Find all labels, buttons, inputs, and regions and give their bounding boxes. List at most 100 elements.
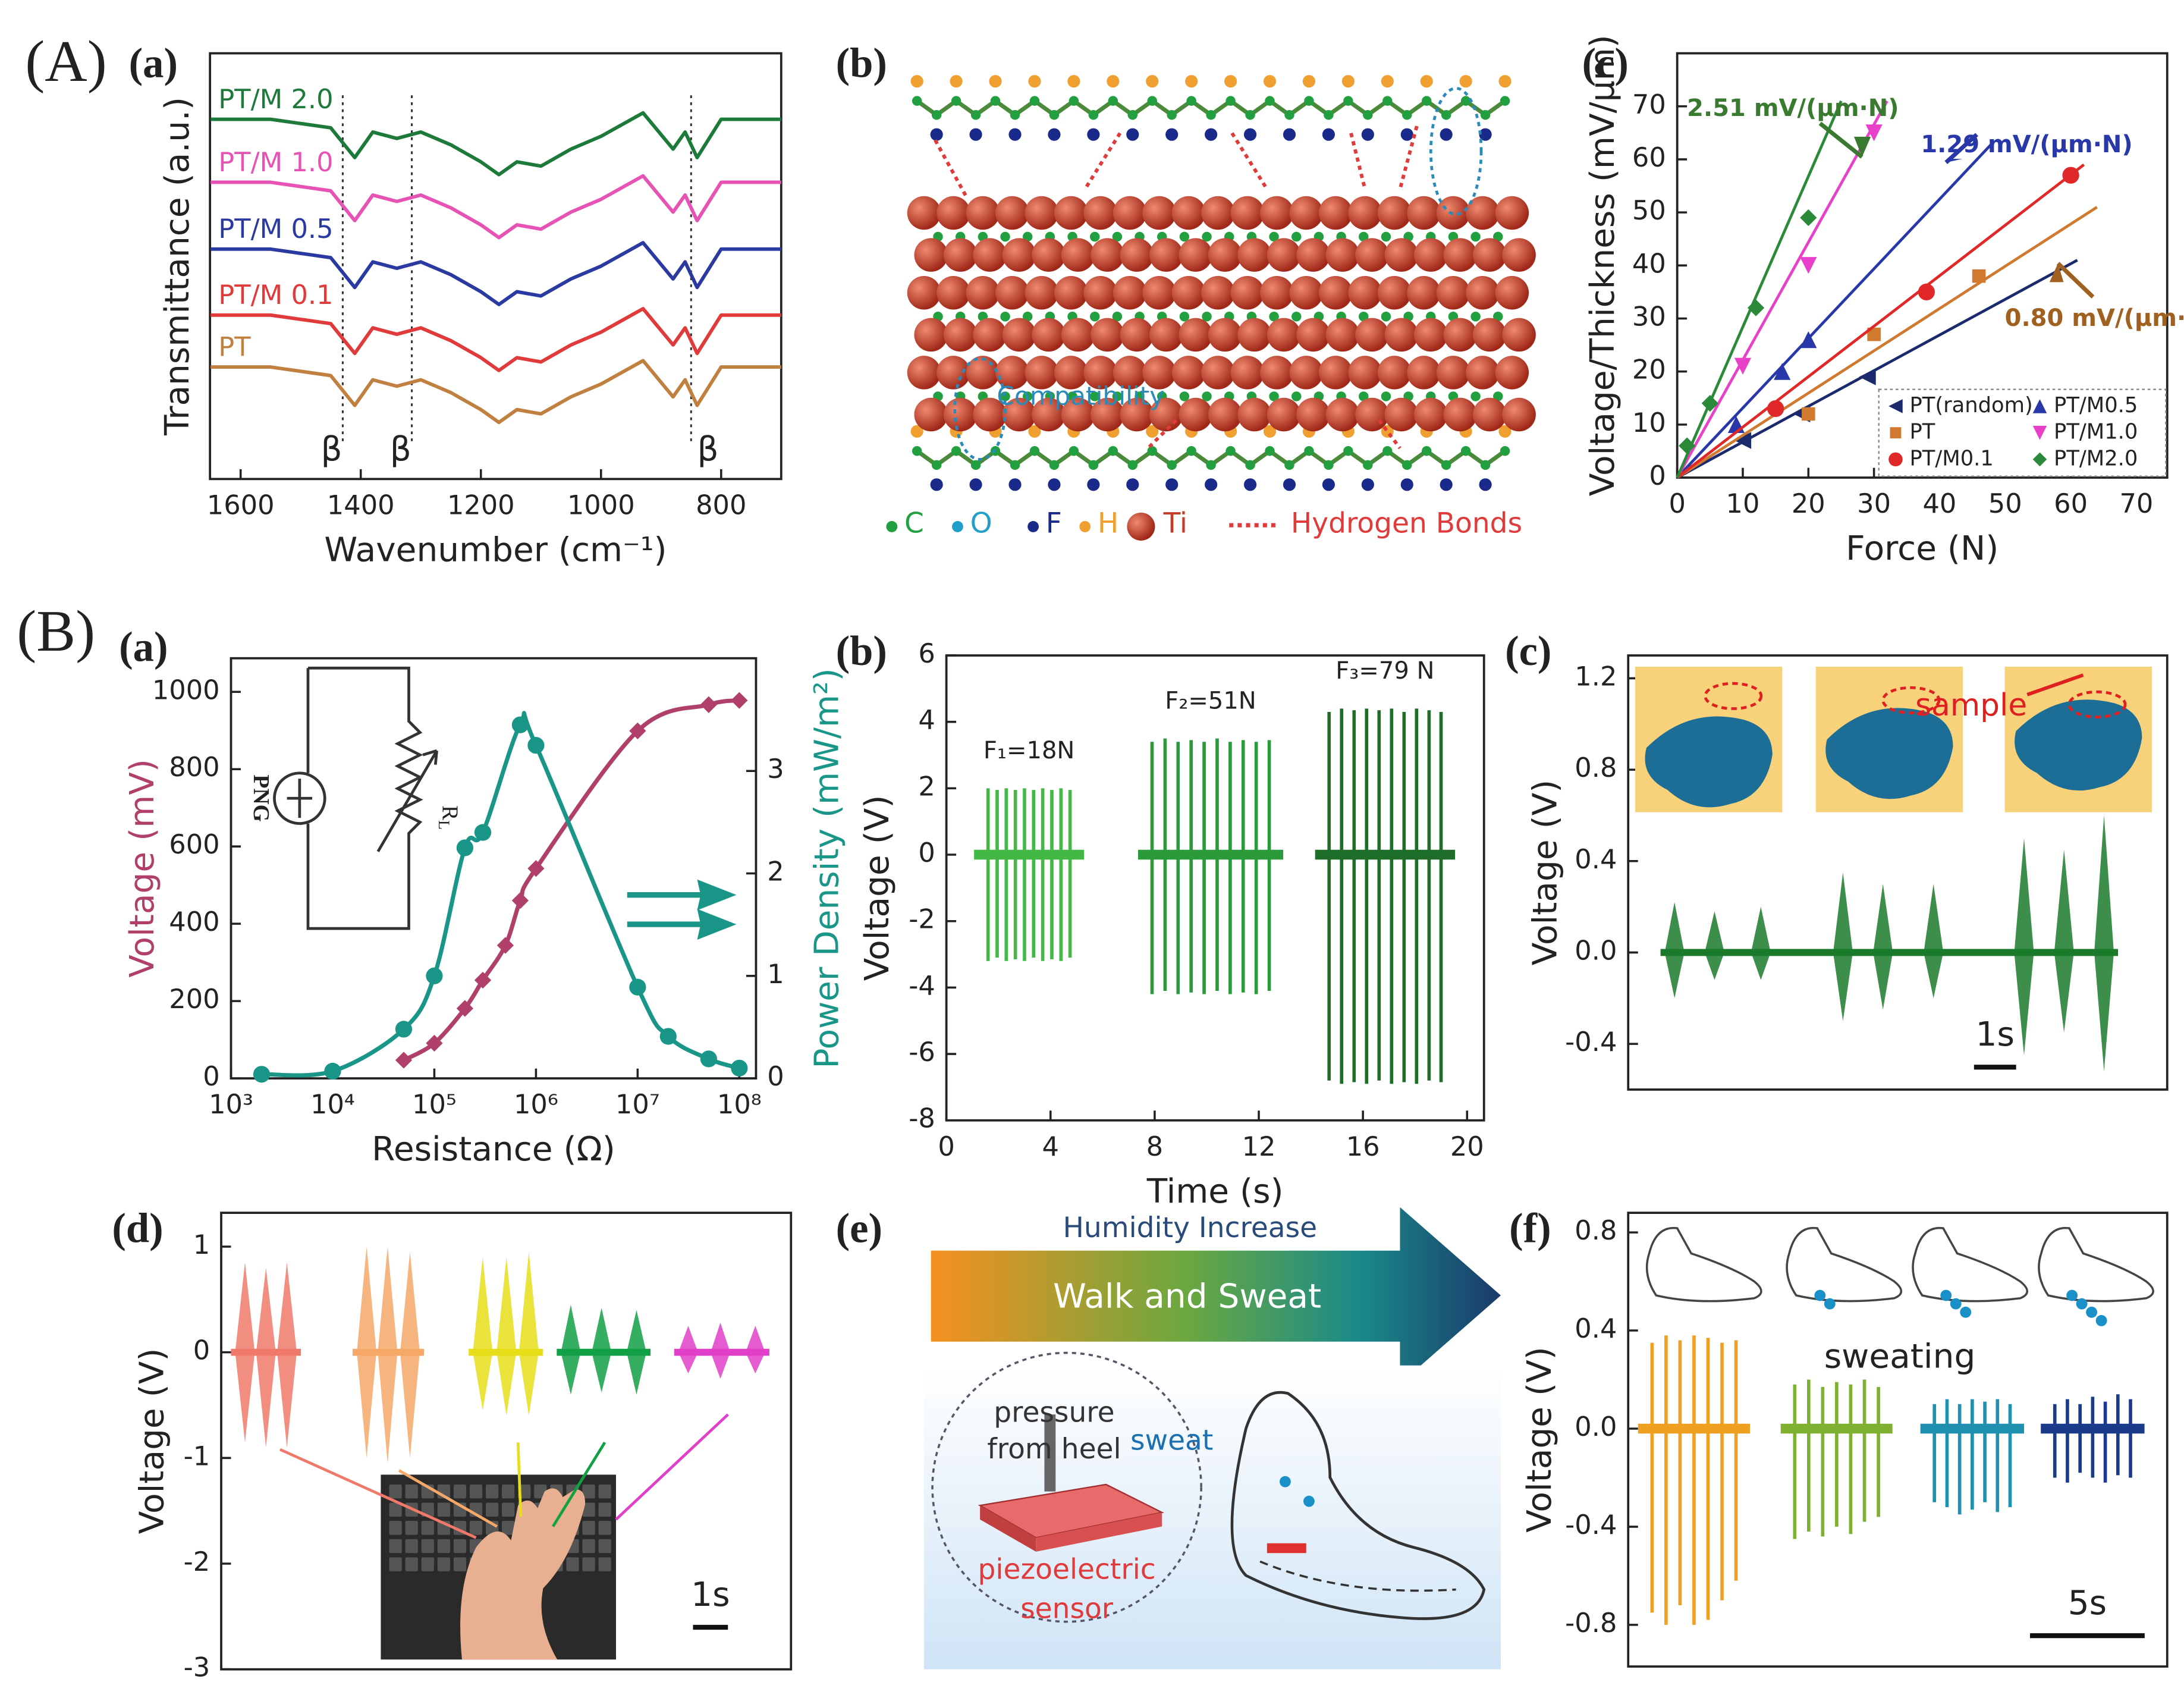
decoration: [1230, 356, 1265, 390]
decoration: [912, 96, 922, 106]
y-tick-label: 0: [918, 837, 935, 868]
decoration: [421, 1557, 434, 1571]
decoration: [1185, 75, 1198, 88]
plot-frame: [209, 52, 783, 481]
y-axis-label: Transmittance (a.u.): [158, 97, 197, 436]
decoration: [1470, 312, 1481, 322]
decoration: [1067, 75, 1080, 88]
annotation: sweating: [1824, 1338, 1976, 1376]
decoration: [1083, 132, 1122, 190]
decoration: [398, 1469, 498, 1528]
decoration: [1324, 460, 1334, 470]
decoration: [1147, 96, 1157, 106]
legend-marker: [2032, 452, 2047, 467]
y-tick-label: 1.2: [1575, 660, 1617, 692]
plot-frame: [945, 654, 1485, 1122]
decoration: [1304, 96, 1314, 106]
decoration: [1113, 356, 1147, 390]
series-label: PT/M 1.0: [218, 146, 333, 178]
y-axis-label: Voltage (V): [858, 795, 897, 981]
x-tick-label: 0: [1668, 488, 1685, 519]
decoration: [1498, 75, 1511, 88]
decoration: [914, 318, 948, 352]
y-tick-label: 60: [1632, 142, 1666, 173]
decoration: [1291, 312, 1302, 322]
y-tick-label: 0.4: [1575, 843, 1617, 875]
decoration: [1284, 460, 1294, 470]
marker: [1767, 400, 1784, 418]
marker: [456, 1000, 474, 1017]
decoration: [1318, 356, 1353, 390]
plot-frame: [220, 1212, 793, 1671]
decoration: [1029, 96, 1040, 106]
series-line: [210, 174, 781, 240]
y-tick-label: 0: [203, 1060, 219, 1092]
legend-label: H: [1098, 507, 1118, 540]
decoration: [1318, 196, 1353, 230]
decoration: [1400, 478, 1413, 491]
legend-marker: [2032, 399, 2047, 413]
decoration: [1881, 686, 1941, 714]
marker: [1918, 283, 1935, 301]
decoration: [1186, 446, 1196, 456]
decoration: [1381, 231, 1391, 242]
decoration: [1036, 1512, 1162, 1552]
decoration: [1436, 275, 1470, 310]
decoration: [1142, 275, 1176, 310]
decoration: [973, 238, 1007, 272]
burst: [626, 1310, 646, 1395]
decoration: [1002, 397, 1036, 432]
decoration: [1441, 109, 1451, 120]
x-axis-label: Force (N): [1846, 529, 1998, 568]
y-tick-label: 50: [1632, 194, 1666, 226]
marker: [474, 971, 492, 989]
y-tick-label: 200: [169, 983, 219, 1015]
fit-line: [1676, 206, 2098, 479]
decoration: [1429, 87, 1483, 216]
y-tick-label: -0.8: [1565, 1607, 1617, 1639]
decoration: [1466, 196, 1500, 230]
marker: [1859, 368, 1876, 385]
decoration: [1112, 391, 1123, 401]
decoration: [1243, 478, 1257, 491]
decoration: [1814, 1289, 1826, 1301]
decoration: [973, 318, 1007, 352]
decoration: [1436, 356, 1470, 390]
marker: [426, 967, 443, 984]
decoration: [598, 1557, 611, 1571]
resistor-label: R: [438, 805, 463, 821]
decoration: [1186, 96, 1196, 106]
decoration: [486, 1502, 499, 1517]
burst: [277, 1262, 297, 1448]
decoration: [469, 1521, 483, 1535]
group-label: F₂=51N: [1165, 687, 1256, 714]
annotation-arrow: [2056, 262, 2095, 299]
decoration: [1167, 460, 1177, 470]
decoration: [1230, 275, 1265, 310]
decoration: [1355, 397, 1389, 432]
annotation-arrow: [1944, 133, 1978, 164]
marker: [629, 978, 646, 996]
decoration: [1283, 478, 1296, 491]
circuit-label: PNG: [249, 774, 274, 822]
decoration: [1500, 446, 1510, 456]
decoration: [969, 128, 982, 141]
decoration: [453, 1484, 467, 1499]
decoration: [1089, 312, 1100, 322]
decoration: [1348, 356, 1382, 390]
decoration: [437, 1502, 450, 1517]
y2-tick-label: 1: [767, 958, 784, 990]
decoration: [1325, 238, 1360, 272]
decoration: [1414, 397, 1448, 432]
decoration: [907, 356, 941, 390]
fit-line: [1676, 164, 2085, 479]
decoration: [627, 879, 737, 911]
y-tick-label: 10: [1632, 407, 1666, 438]
decoration: [287, 779, 313, 818]
decoration: [995, 196, 1029, 230]
series-label: PT/M 0.1: [218, 279, 333, 310]
series-label: PT/M 2.0: [218, 83, 333, 115]
decoration: [1029, 446, 1040, 456]
decoration: [1113, 196, 1147, 230]
decoration: [1318, 275, 1353, 310]
